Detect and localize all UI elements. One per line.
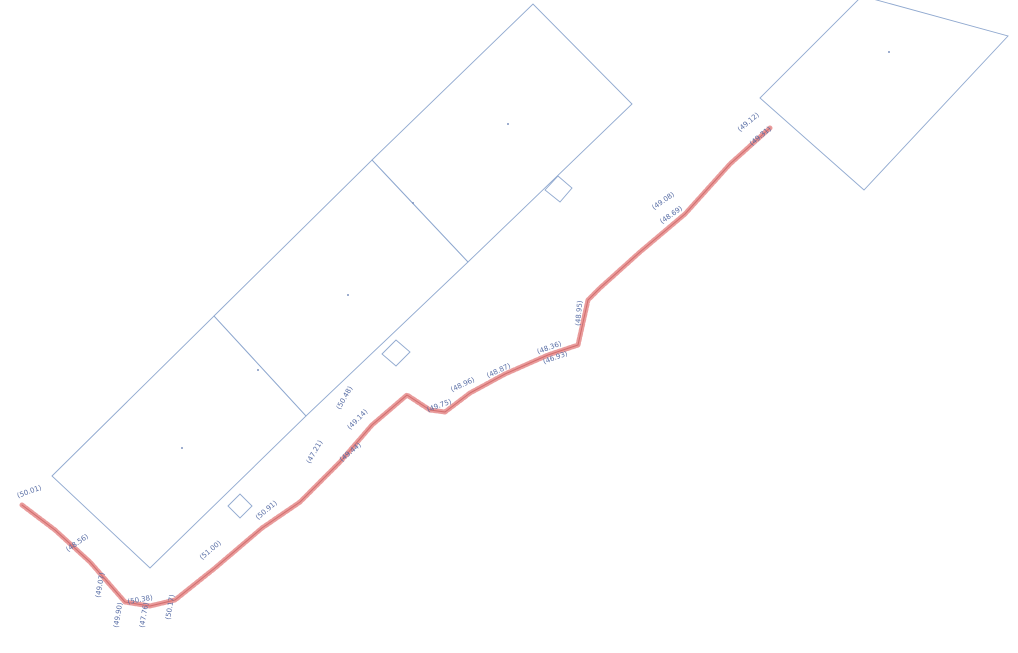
pipeline-route <box>19 125 773 609</box>
route-label: (49.90) <box>112 602 124 629</box>
parcel-marker-2 <box>347 294 349 296</box>
structure-outline-2 <box>381 339 411 367</box>
route-label: (47.21) <box>305 439 325 465</box>
structure-outline-1 <box>227 493 253 519</box>
route-label: (50.17) <box>164 594 176 621</box>
route-label: (48.95) <box>574 300 584 326</box>
route-centerline <box>21 127 771 607</box>
parcel-marker-5 <box>257 369 259 371</box>
parcel-markers <box>181 51 890 449</box>
route-label: (50.48) <box>335 385 355 411</box>
parcel-marker-6 <box>412 202 414 204</box>
route-label: (49.12) <box>736 111 761 134</box>
route-label: (49.07) <box>94 572 106 599</box>
parcel-marker-3 <box>507 123 509 125</box>
parcel-outline-3 <box>371 3 633 263</box>
route-label: (50.01) <box>16 484 43 500</box>
parcel-marker-4 <box>888 51 890 53</box>
structure-outline-3 <box>544 175 573 203</box>
parcel-outline-2 <box>213 159 469 417</box>
route-label: (49.31) <box>748 125 773 148</box>
parcel-outline-1 <box>51 315 307 569</box>
route-label: (49.44) <box>338 441 363 464</box>
route-labels: (50.01) (48.56) (50.38) (51.00) (50.91) … <box>16 111 773 629</box>
route-label: (49.14) <box>346 408 370 432</box>
parcel-marker-1 <box>181 447 183 449</box>
parcel-outline-4 <box>759 0 1009 191</box>
parcel-outlines <box>51 0 1009 569</box>
route-label: (51.00) <box>198 539 223 562</box>
